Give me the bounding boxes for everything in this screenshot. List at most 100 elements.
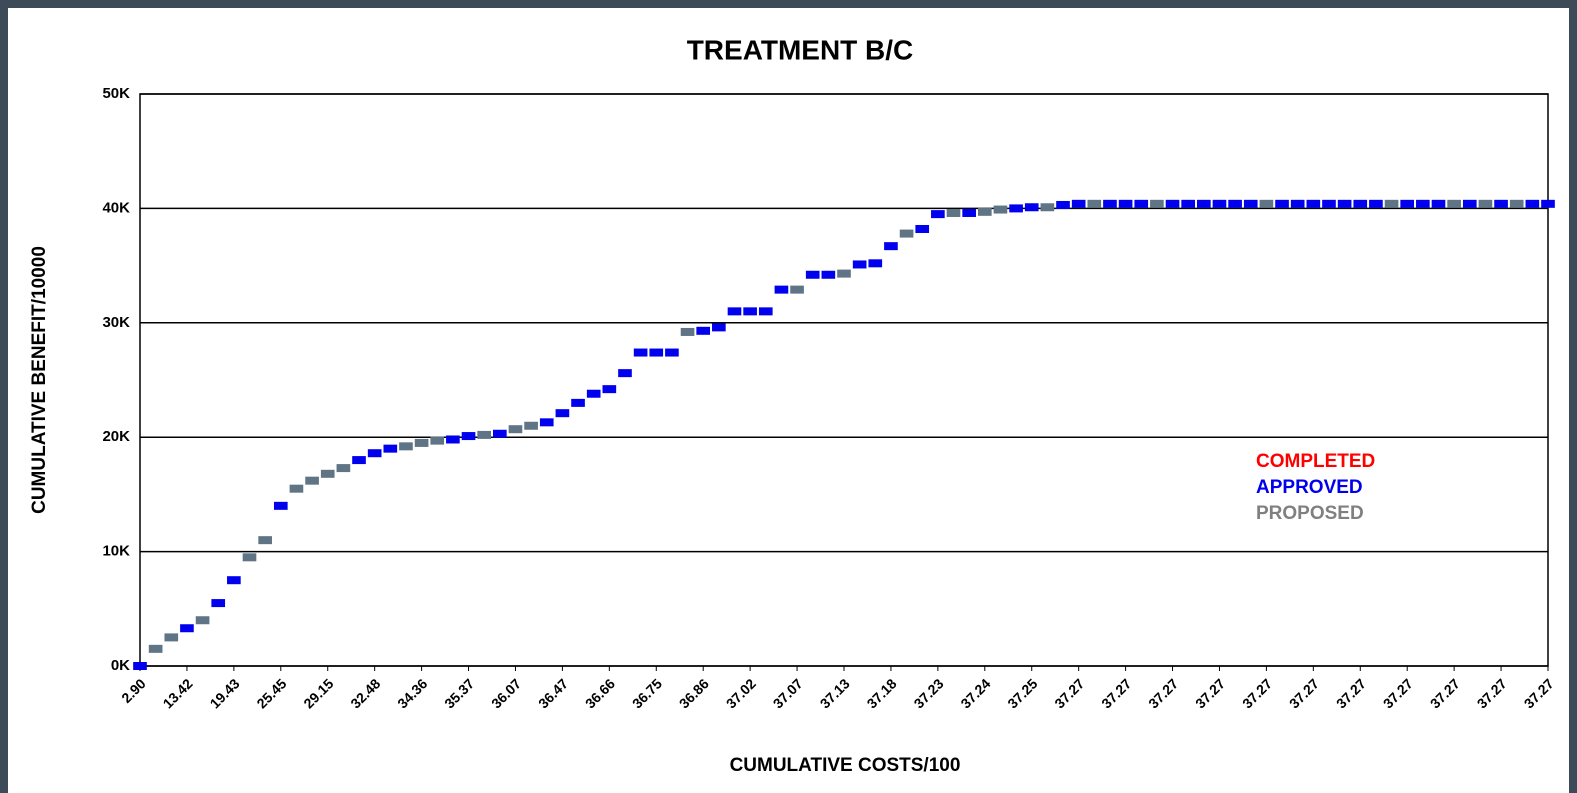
step-marker: [1259, 199, 1274, 208]
step-marker: [477, 430, 491, 439]
step-marker: [712, 323, 726, 332]
step-marker: [414, 438, 429, 447]
step-marker: [180, 624, 194, 633]
step-marker: [837, 269, 851, 278]
step-marker: [1024, 203, 1039, 212]
x-tick-label: 37.27: [1521, 675, 1557, 711]
step-marker: [1369, 199, 1383, 208]
x-tick-label: 37.18: [864, 675, 900, 711]
step-marker: [571, 398, 585, 407]
step-marker: [258, 536, 272, 545]
step-marker: [1337, 199, 1352, 208]
step-marker: [1150, 199, 1164, 208]
legend-label: PROPOSED: [1256, 503, 1364, 524]
x-tick-label: 37.27: [1098, 675, 1134, 711]
step-marker: [399, 442, 413, 451]
step-marker: [618, 369, 632, 378]
step-marker: [227, 576, 241, 585]
step-marker: [164, 633, 179, 642]
step-marker: [1197, 199, 1211, 208]
step-marker: [1181, 199, 1195, 208]
step-marker: [805, 270, 820, 279]
step-marker: [774, 285, 789, 294]
step-marker: [367, 449, 382, 458]
y-tick-label: 30K: [102, 314, 130, 331]
step-marker: [1134, 199, 1149, 208]
x-tick-label: 37.27: [1051, 675, 1087, 711]
step-marker: [821, 270, 836, 279]
x-tick-label: 32.48: [347, 675, 383, 711]
x-tick-label: 19.43: [207, 675, 243, 711]
step-marker: [493, 429, 507, 438]
step-marker: [320, 469, 335, 478]
step-marker: [1478, 199, 1493, 208]
step-marker: [1431, 199, 1446, 208]
x-axis-title: CUMULATIVE COSTS/100: [730, 755, 961, 776]
step-marker: [633, 348, 648, 357]
legend-label: COMPLETED: [1256, 451, 1375, 472]
x-tick-label: 36.47: [535, 675, 571, 711]
step-marker: [1212, 199, 1227, 208]
chart: TREATMENT B/C CUMULATIVE COSTS/100 CUMUL…: [8, 8, 1569, 793]
step-marker: [430, 436, 445, 445]
step-marker: [1494, 199, 1508, 208]
step-marker: [852, 260, 867, 269]
plot-frame: [139, 93, 1549, 667]
step-marker: [352, 456, 366, 465]
step-marker: [555, 409, 570, 418]
step-marker: [696, 326, 711, 335]
step-marker: [1322, 199, 1336, 208]
step-marker: [1103, 199, 1117, 208]
y-tick-label: 0K: [111, 657, 130, 674]
step-marker: [962, 208, 976, 217]
x-tick-label: 36.86: [676, 675, 712, 711]
x-tick-label: 37.27: [1145, 675, 1181, 711]
step-marker: [680, 327, 695, 336]
step-marker: [993, 205, 1008, 214]
step-marker: [305, 476, 319, 485]
x-tick-label: 13.42: [160, 675, 196, 711]
step-marker: [1040, 203, 1055, 212]
step-marker: [133, 662, 147, 670]
x-tick-label: 35.37: [441, 675, 477, 711]
step-marker: [446, 435, 460, 444]
x-tick-label: 37.27: [1474, 675, 1510, 711]
step-marker: [289, 484, 304, 493]
x-tick-label: 34.36: [394, 675, 430, 711]
x-tick-label: 37.13: [817, 675, 853, 711]
step-marker: [148, 644, 163, 653]
step-marker: [1525, 199, 1540, 208]
x-tick-label: 37.24: [957, 675, 993, 711]
step-marker: [1275, 199, 1289, 208]
x-tick-label: 37.07: [770, 675, 806, 711]
step-marker: [336, 464, 351, 473]
step-marker: [211, 599, 226, 608]
x-tick-label: 2.90: [118, 675, 149, 706]
step-marker: [1228, 199, 1242, 208]
step-marker: [242, 553, 257, 562]
x-tick-label: 36.66: [582, 675, 618, 711]
x-tick-label: 37.27: [1333, 675, 1369, 711]
x-tick-label: 36.07: [488, 675, 524, 711]
step-marker: [461, 432, 476, 441]
step-marker: [1462, 199, 1477, 208]
step-marker: [1306, 199, 1321, 208]
x-tick-label: 37.27: [1239, 675, 1275, 711]
step-marker: [1056, 200, 1070, 209]
x-tick-label: 36.75: [629, 675, 665, 711]
x-tick-label: 37.27: [1380, 675, 1416, 711]
step-marker: [602, 385, 617, 394]
step-marker: [1416, 199, 1430, 208]
step-marker: [868, 259, 883, 268]
step-marker: [1118, 199, 1133, 208]
step-marker: [1009, 204, 1023, 213]
x-tick-label: 37.25: [1004, 675, 1040, 711]
step-marker: [931, 210, 945, 219]
step-marker: [1400, 199, 1415, 208]
y-tick-label: 50K: [102, 85, 130, 102]
step-marker: [727, 307, 742, 316]
x-tick-label: 37.27: [1286, 675, 1322, 711]
x-tick-label: 37.02: [723, 675, 759, 711]
step-marker: [1447, 199, 1461, 208]
